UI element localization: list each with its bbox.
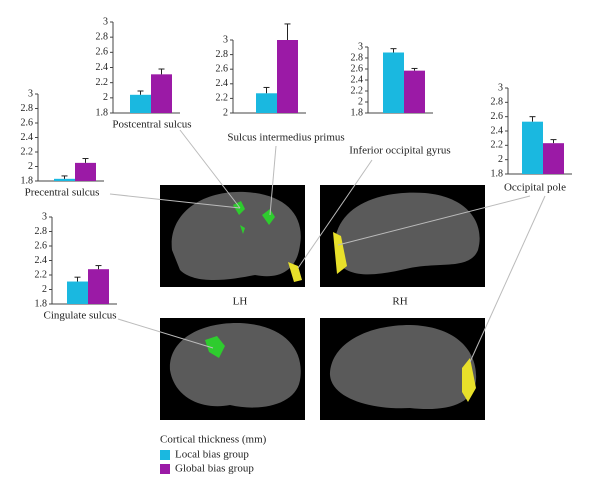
bar xyxy=(543,143,564,174)
y-tick-label: 2.6 xyxy=(216,63,229,74)
y-tick-label: 1.8 xyxy=(351,107,364,118)
y-tick-label: 1.8 xyxy=(21,175,34,186)
y-tick-label: 2.4 xyxy=(35,255,48,266)
y-tick-label: 3 xyxy=(103,16,108,27)
connector xyxy=(337,195,531,246)
legend-label: Global bias group xyxy=(175,463,254,475)
brain-rh-medial xyxy=(330,325,477,410)
brain-rh-lateral xyxy=(335,192,480,275)
y-tick-label: 2.2 xyxy=(21,146,34,157)
y-tick-label: 2.4 xyxy=(96,62,109,73)
y-tick-label: 2.2 xyxy=(216,93,229,104)
chart-title: Sulcus intermedius primus xyxy=(227,132,344,144)
y-tick-label: 2.4 xyxy=(21,132,34,143)
y-tick-label: 2.6 xyxy=(35,240,48,251)
legend-title: Cortical thickness (mm) xyxy=(160,434,267,446)
chart-title: Occipital pole xyxy=(504,182,566,194)
y-tick-label: 2.4 xyxy=(216,78,229,89)
y-tick-label: 3 xyxy=(498,82,503,93)
y-tick-label: 1.8 xyxy=(35,298,48,309)
y-tick-label: 2.8 xyxy=(216,49,229,60)
connectors xyxy=(109,129,546,363)
bar xyxy=(404,70,425,113)
bar xyxy=(130,94,151,113)
y-tick-label: 3 xyxy=(42,211,47,222)
connector xyxy=(269,145,277,216)
y-tick-label: 2.6 xyxy=(351,63,364,74)
y-tick-label: 2 xyxy=(223,107,228,118)
y-tick-label: 2 xyxy=(28,161,33,172)
hemisphere-label: LH xyxy=(233,296,248,308)
brain-lh-medial xyxy=(169,322,301,408)
bar xyxy=(383,52,404,113)
legend-label: Local bias group xyxy=(175,449,249,461)
y-tick-label: 2.8 xyxy=(21,103,34,114)
y-tick-label: 2 xyxy=(498,154,503,165)
bar xyxy=(54,178,75,181)
chart-title: Precentral sulcus xyxy=(25,187,100,199)
y-tick-label: 2.4 xyxy=(491,125,504,136)
bar xyxy=(88,269,109,304)
chart-title: Inferior occipital gyrus xyxy=(349,145,450,157)
y-tick-label: 2.2 xyxy=(35,269,48,280)
connector xyxy=(109,193,241,209)
y-tick-label: 2.8 xyxy=(491,97,504,108)
bar xyxy=(75,162,96,181)
chart-title: Cingulate sulcus xyxy=(43,310,116,322)
connector xyxy=(117,318,214,349)
y-tick-label: 1.8 xyxy=(96,107,109,118)
y-tick-label: 2.8 xyxy=(96,31,109,42)
hemisphere-label: RH xyxy=(392,296,407,308)
y-tick-label: 2.8 xyxy=(35,226,48,237)
region-green xyxy=(205,336,225,358)
y-tick-label: 2 xyxy=(103,92,108,103)
legend-swatch xyxy=(160,450,170,460)
y-tick-label: 2.2 xyxy=(491,140,504,151)
region-green xyxy=(233,201,275,234)
y-tick-label: 2.6 xyxy=(491,111,504,122)
bar xyxy=(277,40,298,113)
legend-swatch xyxy=(160,464,170,474)
y-tick-label: 3 xyxy=(223,34,228,45)
y-tick-label: 2.6 xyxy=(96,47,109,58)
y-tick-label: 2.8 xyxy=(351,52,364,63)
bar xyxy=(67,281,88,304)
brain-panels xyxy=(160,185,485,420)
y-tick-label: 2 xyxy=(358,96,363,107)
y-tick-label: 2.2 xyxy=(96,77,109,88)
bar xyxy=(256,93,277,113)
y-tick-label: 2.6 xyxy=(21,117,34,128)
connector xyxy=(179,129,241,209)
bar xyxy=(151,74,172,113)
y-tick-label: 3 xyxy=(358,41,363,52)
chart-title: Postcentral sulcus xyxy=(112,119,191,131)
y-tick-label: 2 xyxy=(42,284,47,295)
y-tick-label: 2.2 xyxy=(351,85,364,96)
y-tick-label: 1.8 xyxy=(491,168,504,179)
connector xyxy=(297,159,373,269)
y-tick-label: 2.4 xyxy=(351,74,364,85)
bar xyxy=(522,121,543,174)
y-tick-label: 3 xyxy=(28,88,33,99)
connector xyxy=(469,195,546,363)
